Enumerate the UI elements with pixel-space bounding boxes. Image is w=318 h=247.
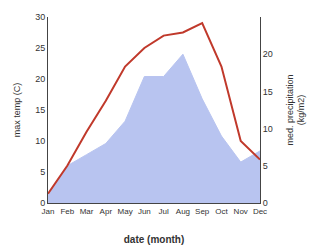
svg-text:May: May — [118, 207, 133, 216]
svg-text:0: 0 — [263, 198, 268, 208]
svg-text:15: 15 — [263, 87, 273, 97]
svg-text:Feb: Feb — [60, 207, 74, 216]
svg-text:Jun: Jun — [138, 207, 151, 216]
svg-text:Mar: Mar — [80, 207, 94, 216]
svg-text:Oct: Oct — [215, 207, 228, 216]
svg-text:Nov: Nov — [234, 207, 248, 216]
svg-text:0: 0 — [40, 198, 45, 208]
svg-text:med. precipitation(kg/m2): med. precipitation(kg/m2) — [285, 74, 307, 145]
svg-text:Jul: Jul — [159, 207, 169, 216]
svg-text:10: 10 — [263, 124, 273, 134]
svg-text:date (month): date (month) — [124, 234, 185, 245]
svg-text:Aug: Aug — [176, 207, 190, 216]
svg-text:5: 5 — [40, 167, 45, 177]
svg-text:Jan: Jan — [42, 207, 55, 216]
svg-text:20: 20 — [35, 74, 45, 84]
svg-text:30: 30 — [35, 12, 45, 22]
svg-text:max temp (C): max temp (C) — [12, 83, 22, 138]
svg-text:20: 20 — [263, 49, 273, 59]
svg-text:25: 25 — [35, 43, 45, 53]
svg-text:Apr: Apr — [100, 207, 113, 216]
svg-text:Dec: Dec — [253, 207, 267, 216]
svg-text:5: 5 — [263, 161, 268, 171]
svg-text:10: 10 — [35, 136, 45, 146]
svg-text:Sep: Sep — [195, 207, 210, 216]
svg-text:15: 15 — [35, 105, 45, 115]
